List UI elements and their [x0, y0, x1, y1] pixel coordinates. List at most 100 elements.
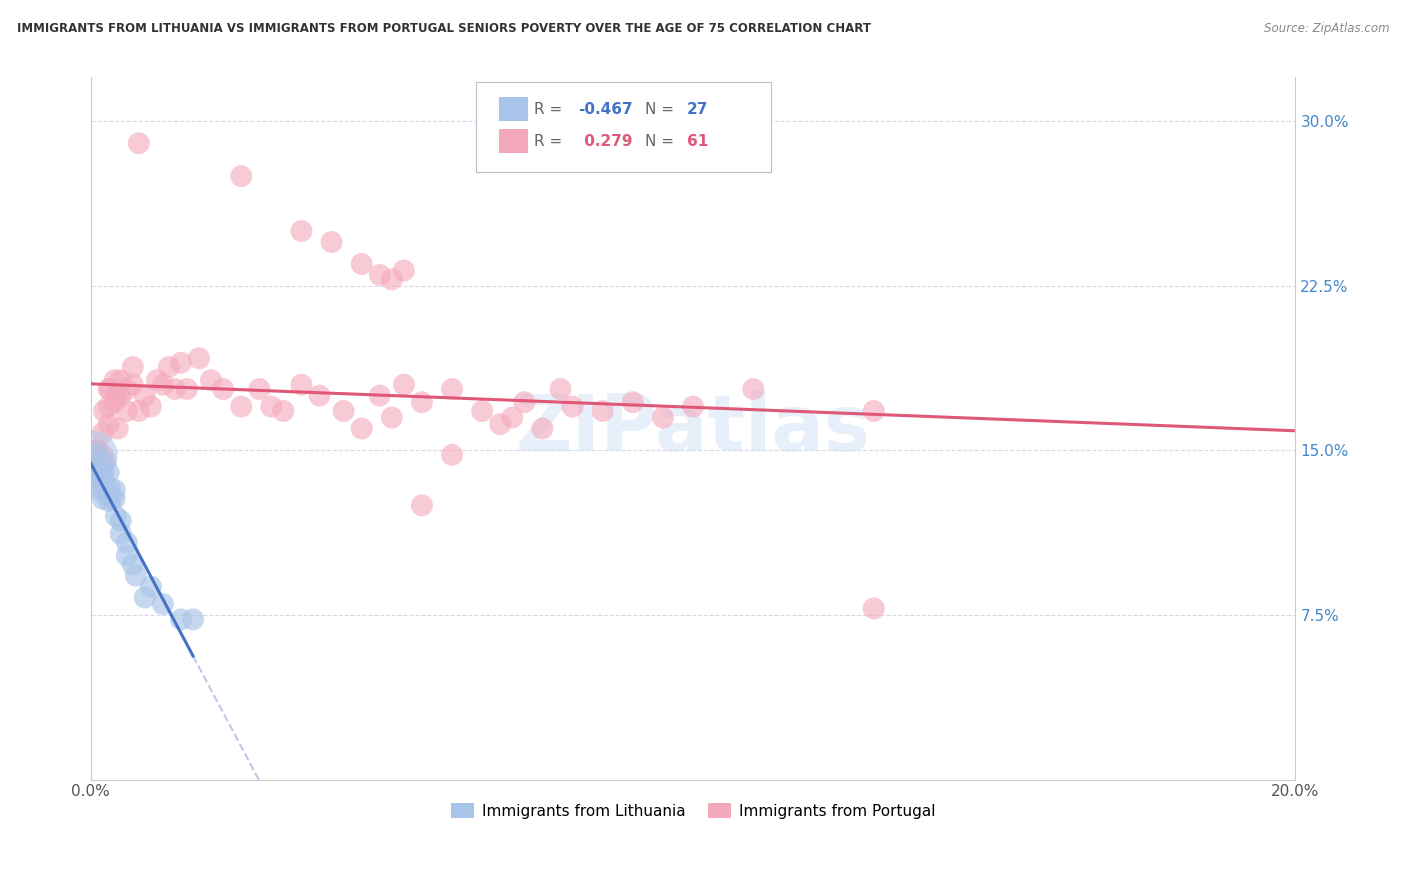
Point: [104, 509, 127, 524]
Point: [381, 410, 404, 425]
Point: [83, 448, 105, 462]
Point: [115, 382, 138, 396]
Point: [89, 483, 111, 497]
Point: [308, 389, 330, 403]
Text: IMMIGRANTS FROM LITHUANIA VS IMMIGRANTS FROM PORTUGAL SENIORS POVERTY OVER THE A: IMMIGRANTS FROM LITHUANIA VS IMMIGRANTS …: [17, 22, 870, 36]
Point: [181, 612, 204, 626]
Point: [98, 481, 121, 495]
Point: [110, 389, 132, 403]
Point: [91, 425, 114, 440]
Point: [176, 382, 198, 396]
Point: [93, 404, 115, 418]
Point: [110, 514, 132, 528]
Point: [392, 377, 415, 392]
Text: 0.279: 0.279: [579, 134, 633, 149]
Point: [471, 404, 494, 418]
Point: [290, 224, 312, 238]
Point: [441, 448, 464, 462]
Point: [621, 395, 644, 409]
Point: [146, 373, 169, 387]
Point: [97, 417, 120, 431]
Text: -0.467: -0.467: [579, 102, 633, 117]
Point: [104, 389, 127, 403]
Point: [134, 591, 156, 605]
Point: [368, 268, 391, 282]
Point: [89, 470, 111, 484]
Point: [86, 454, 108, 468]
Point: [260, 400, 283, 414]
Text: Source: ZipAtlas.com: Source: ZipAtlas.com: [1264, 22, 1389, 36]
Point: [94, 454, 117, 468]
Text: R =: R =: [534, 102, 567, 117]
Point: [247, 382, 270, 396]
Point: [128, 136, 150, 151]
Point: [91, 448, 114, 462]
Point: [188, 351, 211, 366]
Point: [332, 404, 354, 418]
Point: [128, 404, 150, 418]
Point: [139, 400, 162, 414]
Text: 27: 27: [688, 102, 709, 117]
Point: [100, 491, 122, 506]
Point: [86, 476, 108, 491]
Point: [121, 558, 143, 572]
Legend: Immigrants from Lithuania, Immigrants from Portugal: Immigrants from Lithuania, Immigrants fr…: [444, 797, 941, 824]
Text: R =: R =: [534, 134, 567, 149]
Point: [97, 382, 120, 396]
Point: [290, 377, 312, 392]
Point: [651, 410, 673, 425]
Point: [134, 389, 156, 403]
Point: [489, 417, 512, 431]
Point: [392, 263, 415, 277]
Point: [231, 400, 253, 414]
Text: N =: N =: [645, 134, 679, 149]
Point: [121, 377, 143, 392]
Point: [170, 612, 193, 626]
FancyBboxPatch shape: [499, 129, 529, 153]
Point: [441, 382, 464, 396]
Point: [163, 382, 186, 396]
Point: [94, 483, 117, 497]
Point: [862, 404, 884, 418]
Point: [115, 535, 138, 549]
Point: [110, 373, 132, 387]
Point: [90, 470, 112, 484]
Point: [121, 360, 143, 375]
Point: [561, 400, 583, 414]
Point: [157, 360, 180, 375]
FancyBboxPatch shape: [499, 97, 529, 121]
Point: [110, 526, 132, 541]
Point: [273, 404, 295, 418]
Point: [212, 382, 235, 396]
Text: N =: N =: [645, 102, 679, 117]
Point: [115, 549, 138, 563]
FancyBboxPatch shape: [477, 82, 772, 172]
Point: [411, 395, 433, 409]
Point: [107, 421, 129, 435]
Point: [170, 356, 193, 370]
Point: [87, 443, 110, 458]
Point: [152, 597, 174, 611]
Point: [97, 466, 120, 480]
Point: [104, 395, 127, 409]
Point: [115, 404, 138, 418]
Point: [368, 389, 391, 403]
Point: [231, 169, 253, 184]
Point: [321, 235, 343, 249]
Point: [531, 421, 554, 435]
Point: [501, 410, 523, 425]
Point: [84, 443, 107, 458]
Point: [742, 382, 765, 396]
Point: [104, 483, 127, 497]
Text: 61: 61: [688, 134, 709, 149]
Point: [381, 272, 404, 286]
Point: [98, 382, 121, 396]
Point: [682, 400, 704, 414]
Point: [125, 568, 148, 582]
Point: [550, 382, 572, 396]
Point: [592, 404, 614, 418]
Point: [513, 395, 536, 409]
Point: [93, 466, 115, 480]
Point: [87, 466, 110, 480]
Point: [91, 454, 114, 468]
